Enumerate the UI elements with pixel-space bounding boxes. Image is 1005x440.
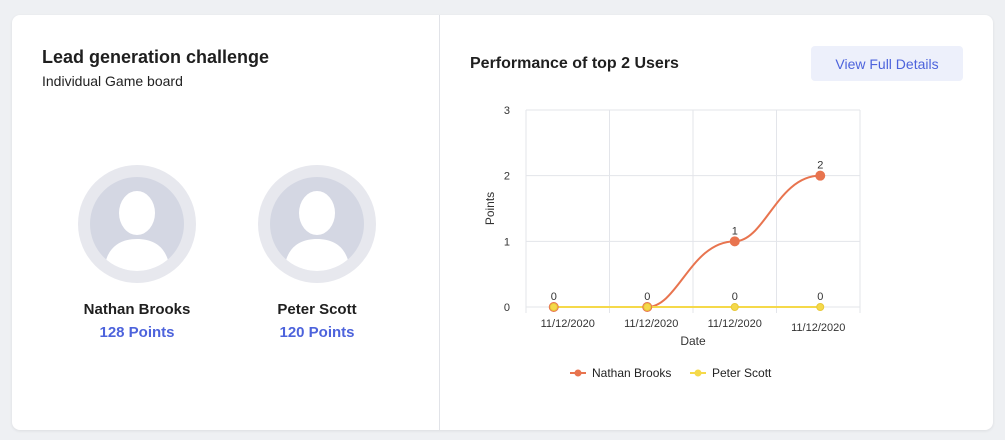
panel-divider: [439, 15, 440, 430]
data-point: [729, 236, 740, 247]
leaderboard-card: Lead generation challenge Individual Gam…: [12, 15, 993, 430]
data-label: 1: [732, 225, 738, 237]
x-axis-title: Date: [680, 334, 706, 348]
y-axis-title: Points: [483, 192, 497, 225]
data-point: [816, 303, 825, 311]
performance-chart: 0 1 2 3 11/12/2020 11/12/2020 11/12/2020 11/12/…: [483, 105, 861, 380]
avatar: [258, 165, 376, 283]
user-silhouette-icon: [104, 191, 170, 271]
challenge-title: Lead generation challenge: [42, 47, 270, 67]
data-point: [643, 303, 652, 311]
user-card-2: Peter Scott 120 Points: [237, 165, 397, 341]
data-label: 0: [551, 291, 557, 303]
data-label: 0: [644, 291, 650, 303]
data-point: [730, 303, 739, 311]
view-full-details-button[interactable]: View Full Details: [811, 46, 963, 81]
avatar: [78, 165, 196, 283]
user-points: 120 Points: [279, 324, 355, 341]
y-tick-label: 0: [504, 302, 510, 314]
legend-swatch-marker: [694, 369, 702, 377]
legend-label: Nathan Brooks: [592, 366, 671, 380]
y-tick-label: 1: [504, 236, 510, 248]
chart-panel-title: Performance of top 2 Users: [470, 55, 679, 72]
y-tick-label: 3: [504, 105, 510, 117]
user-silhouette-icon: [284, 191, 350, 271]
x-tick-label: 11/12/2020: [708, 318, 762, 330]
user-name: Peter Scott: [277, 301, 357, 318]
y-tick-label: 2: [504, 171, 510, 183]
data-label: 0: [817, 291, 823, 303]
user-points: 128 Points: [99, 324, 175, 341]
data-point: [815, 170, 826, 181]
data-label: 0: [732, 291, 738, 303]
x-tick-label: 11/12/2020: [624, 318, 678, 330]
challenge-subtitle: Individual Game board: [42, 73, 183, 89]
x-tick-label: 11/12/2020: [791, 322, 845, 334]
legend-label: Peter Scott: [712, 366, 772, 380]
legend-swatch-marker: [574, 369, 582, 377]
user-card-1: Nathan Brooks 128 Points: [57, 165, 217, 341]
x-tick-label: 11/12/2020: [541, 318, 595, 330]
data-label: 2: [817, 160, 823, 172]
data-point: [549, 303, 558, 311]
user-name: Nathan Brooks: [83, 301, 191, 318]
